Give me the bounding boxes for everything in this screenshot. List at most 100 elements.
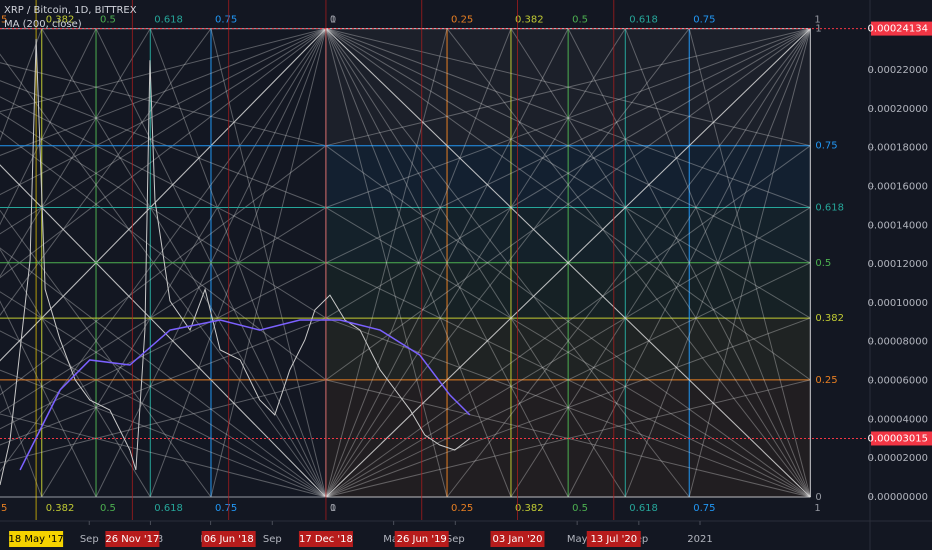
fan-line [567, 28, 811, 498]
date-marker-box [9, 531, 64, 547]
fib-time-label: 0.25 [451, 15, 473, 26]
fan-line [325, 28, 690, 498]
fib-time-label: 0.75 [693, 15, 715, 26]
fan-line [325, 28, 811, 208]
fib-level-label: 0.5 [815, 258, 831, 269]
fib-level-label: 0.382 [815, 313, 844, 324]
fib-time-label: 1 [814, 503, 820, 514]
fib-level-label: 1 [815, 24, 821, 35]
fan-line [0, 62, 327, 147]
fan-line [0, 291, 327, 498]
date-marker-box [394, 531, 449, 547]
fan-line [325, 28, 811, 498]
fan-line [325, 28, 448, 498]
fib-time-label: 1 [330, 15, 336, 26]
date-marker-box [105, 531, 160, 547]
fan-line [0, 300, 97, 498]
fan-line [0, 145, 327, 396]
fan-line [325, 28, 811, 381]
x-tick-label: Sep [446, 534, 465, 545]
fan-line [0, 28, 327, 279]
date-marker-label: 17 Dec '18 [299, 534, 353, 545]
fib-time-label: 0.25 [0, 15, 7, 26]
fib-time-label: 0.382 [515, 15, 544, 26]
fib-time-label: 0.382 [46, 503, 75, 514]
price-label: 0.00003015 [868, 433, 928, 444]
fan-line [325, 28, 811, 319]
fan-line [0, 28, 43, 142]
fan-line [325, 207, 811, 498]
plot-area: 0 0 0.25 0.25 0.382 0.382 0.5 0.5 0.618 0.618 0.75… [0, 0, 870, 520]
fan-line [325, 28, 448, 498]
fan-line [688, 28, 811, 498]
price-line-series [0, 38, 471, 486]
fan-line [325, 28, 512, 498]
fib-time-label: 0 [330, 15, 336, 26]
x-tick-label: May [383, 534, 404, 545]
fan-line [325, 262, 811, 498]
fan-line [325, 207, 811, 498]
x-tick-label: Sep [80, 534, 99, 545]
fan-line [325, 28, 569, 498]
y-tick-label: 0.00016000 [868, 181, 928, 192]
date-marker-box [490, 531, 545, 547]
fib-level-label: 0.75 [815, 141, 837, 152]
fan-line [0, 28, 327, 235]
fib-time-label: 0.25 [0, 503, 7, 514]
y-tick-label: 0.00002000 [868, 453, 928, 464]
date-marker-label: 26 Jun '19 [397, 534, 447, 545]
fan-line [325, 28, 811, 147]
fan-line [0, 28, 327, 113]
fib-time-label: 0.75 [215, 503, 237, 514]
fib-time-label: 0.5 [100, 15, 116, 26]
fib-time-label: 0.382 [46, 15, 75, 26]
y-tick-label: 0.00004000 [868, 414, 928, 425]
date-marker-label: 26 Nov '17 [105, 534, 159, 545]
y-tick-label: 0.00000000 [868, 492, 928, 503]
y-tick-label: 0.00006000 [868, 376, 928, 387]
fan-line [446, 28, 811, 498]
date-marker-label: 13 Jul '20 [590, 534, 637, 545]
fan-line [0, 369, 327, 498]
price-label-box [871, 431, 932, 446]
fan-line [0, 28, 327, 156]
y-tick-label: 0.00014000 [868, 220, 928, 231]
fan-line [325, 28, 626, 498]
fan-line [0, 130, 327, 381]
fan-line [325, 28, 512, 498]
fib-time-label: 1 [330, 503, 336, 514]
fib-time-label: 0.5 [572, 15, 588, 26]
fan-line [325, 28, 811, 208]
date-marker-label: 03 Jan '20 [492, 534, 542, 545]
y-tick-label: 0.00008000 [868, 337, 928, 348]
fib-level-label: 0.618 [815, 203, 844, 214]
fan-line [325, 28, 811, 498]
fan-line [325, 262, 811, 498]
fib-time-label: 0.5 [572, 503, 588, 514]
fib-time-label: 0.618 [154, 15, 183, 26]
fan-line [446, 28, 811, 498]
fan-line [325, 28, 811, 498]
fan-line [510, 28, 811, 498]
fan-line [688, 28, 811, 498]
y-tick-label: 0.00018000 [868, 143, 928, 154]
x-tick-label: May [567, 534, 588, 545]
x-tick-label: 2021 [687, 534, 712, 545]
fib-time-label: 0.5 [100, 503, 116, 514]
fan-line [624, 28, 811, 498]
fan-line [567, 28, 811, 498]
fib-time-label: 1 [814, 15, 820, 26]
fan-line [325, 145, 811, 498]
fan-line [624, 28, 811, 498]
fan-line [325, 317, 811, 498]
chart-title: XRP / Bitcoin, 1D, BITTREX [4, 5, 137, 16]
fan-line [0, 317, 327, 446]
indicator-label: MA (200, close) [4, 19, 82, 30]
fib-level-label: 0.25 [815, 375, 837, 386]
fib-time-label: 0.618 [154, 503, 183, 514]
fan-line [510, 28, 811, 498]
date-marker-box [586, 531, 641, 547]
fib-level-label: 0 [815, 492, 821, 503]
